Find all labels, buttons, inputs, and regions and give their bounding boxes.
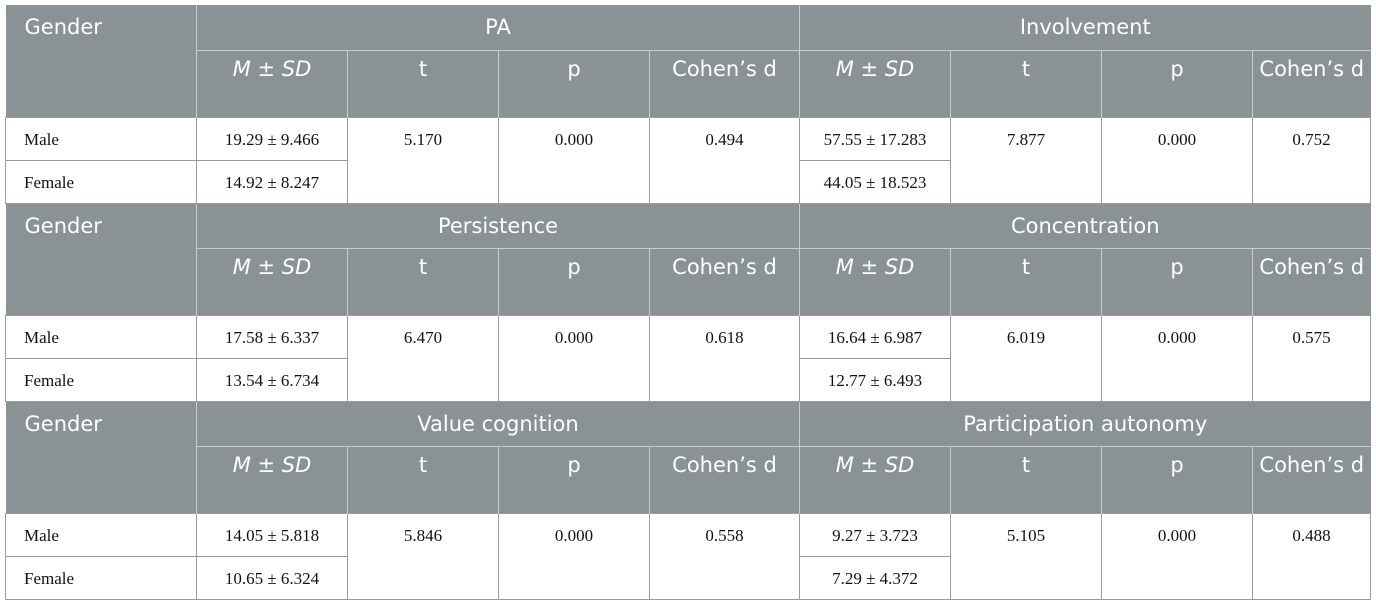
- mean-sd: 19.29 ± 9.466: [196, 116, 348, 161]
- mean-sd: 57.55 ± 17.283: [799, 116, 951, 161]
- column-header: t: [347, 247, 499, 315]
- mean-sd: 44.05 ± 18.523: [799, 159, 951, 204]
- stat-p: 0.000: [498, 116, 650, 204]
- stat-d: 0.575: [1251, 314, 1372, 402]
- row-label: Female: [5, 555, 197, 600]
- column-header: M ± SD: [799, 49, 951, 117]
- stat-t: 6.019: [950, 314, 1102, 402]
- stat-d: 0.488: [1251, 512, 1372, 600]
- stat-t: 7.877: [950, 116, 1102, 204]
- stat-p: 0.000: [1101, 512, 1253, 600]
- column-header: Cohen’s d: [649, 49, 800, 117]
- data-row: Male 17.58 ± 6.337 6.470 0.000 0.618 16.64 ± …: [5, 314, 1372, 402]
- stat-t: 5.846: [347, 512, 499, 600]
- column-header: t: [347, 49, 499, 117]
- stat-t: 5.105: [950, 512, 1102, 600]
- column-header: p: [498, 49, 650, 117]
- first-column-header: Gender: [5, 203, 197, 315]
- mean-sd: 17.58 ± 6.337: [196, 314, 348, 359]
- column-header: Cohen’s d: [1251, 247, 1371, 315]
- group-header: Involvement: [798, 5, 1371, 50]
- mean-sd: 14.92 ± 8.247: [196, 159, 348, 204]
- first-column-header: Gender: [5, 401, 197, 513]
- column-header: t: [950, 445, 1102, 513]
- mean-sd: 14.05 ± 5.818: [196, 512, 348, 557]
- column-header: M ± SD: [799, 445, 951, 513]
- group-header: Participation autonomy: [798, 401, 1371, 446]
- stat-d: 0.558: [649, 512, 800, 600]
- header-row: Gender PA Involvement: [5, 5, 1371, 117]
- column-header: p: [498, 247, 650, 315]
- stat-p: 0.000: [498, 314, 650, 402]
- data-row: Female 14.92 ± 8.247 44.05 ± 18.523: [5, 159, 1371, 204]
- column-header: t: [950, 49, 1102, 117]
- header-row: Gender Value cognition Participation auton…: [5, 401, 1371, 513]
- column-header: p: [1101, 247, 1253, 315]
- column-header: M ± SD: [799, 247, 951, 315]
- column-header: t: [950, 247, 1102, 315]
- stat-d: 0.494: [649, 116, 800, 204]
- column-header: Cohen’s d: [649, 445, 800, 513]
- column-header: p: [1101, 49, 1253, 117]
- column-header: p: [1101, 445, 1253, 513]
- stat-d: 0.618: [649, 314, 800, 402]
- header-row: Gender Persistence Concentration: [5, 203, 1371, 315]
- row-label: Male: [5, 512, 197, 557]
- column-header: p: [498, 445, 650, 513]
- column-header: M ± SD: [196, 247, 348, 315]
- mean-sd: 16.64 ± 6.987: [799, 314, 951, 359]
- mean-sd: 10.65 ± 6.324: [196, 555, 348, 600]
- stat-t: 5.170: [347, 116, 499, 204]
- column-header: Cohen’s d: [1251, 445, 1371, 513]
- column-header: M ± SD: [196, 49, 348, 117]
- row-label: Female: [5, 357, 197, 402]
- column-header: Cohen’s d: [649, 247, 800, 315]
- stat-t: 6.470: [347, 314, 499, 402]
- group-header: Value cognition: [196, 401, 800, 446]
- column-header: Cohen’s d: [1251, 49, 1371, 117]
- stat-d: 0.752: [1251, 116, 1372, 204]
- mean-sd: 7.29 ± 4.372: [799, 555, 951, 600]
- first-column-header: Gender: [5, 5, 197, 117]
- stat-p: 0.000: [1101, 116, 1253, 204]
- mean-sd: 12.77 ± 6.493: [799, 357, 951, 402]
- data-row: Male 14.05 ± 5.818 5.846 0.000 0.558 9.27 ± 3…: [5, 512, 1372, 600]
- mean-sd: 13.54 ± 6.734: [196, 357, 348, 402]
- row-label: Male: [5, 314, 197, 359]
- column-header: M ± SD: [196, 445, 348, 513]
- group-header: Concentration: [798, 203, 1371, 248]
- mean-sd: 9.27 ± 3.723: [799, 512, 951, 557]
- group-header: PA: [196, 5, 800, 50]
- data-row: Male 19.29 ± 9.466 5.170 0.000 0.494 57.55 ± …: [5, 116, 1372, 204]
- column-header: t: [347, 445, 499, 513]
- data-row: Female 10.65 ± 6.324 7.29 ± 4.372: [5, 555, 1371, 600]
- data-row: Female 13.54 ± 6.734 12.77 ± 6.493: [5, 357, 1371, 402]
- row-label: Male: [5, 116, 197, 161]
- stat-p: 0.000: [498, 512, 650, 600]
- group-header: Persistence: [196, 203, 800, 248]
- row-label: Female: [5, 159, 197, 204]
- stat-p: 0.000: [1101, 314, 1253, 402]
